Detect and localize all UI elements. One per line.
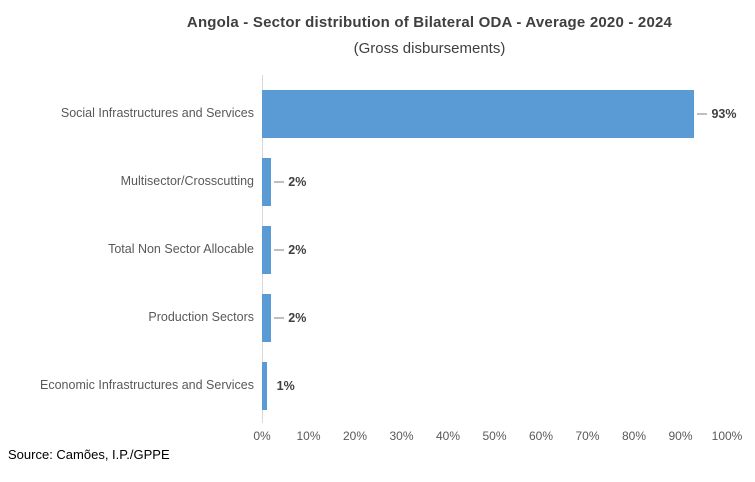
bar-track: 93% bbox=[262, 90, 736, 138]
value-label: 1% bbox=[276, 379, 295, 393]
value-label: 2% bbox=[288, 243, 307, 257]
chart-title: Angola - Sector distribution of Bilatera… bbox=[186, 14, 673, 31]
x-tick-label: 90% bbox=[668, 429, 693, 443]
category-label: Multisector/Crosscutting bbox=[120, 174, 254, 189]
bar-row: Multisector/Crosscutting 2% bbox=[0, 148, 755, 216]
bar bbox=[262, 158, 272, 206]
bar bbox=[262, 362, 267, 410]
bar-row: Social Infrastructures and Services 93% bbox=[0, 80, 755, 148]
leader-line bbox=[274, 317, 285, 319]
x-tick-label: 100% bbox=[711, 429, 743, 443]
x-tick-label: 70% bbox=[575, 429, 600, 443]
bar-track: 2% bbox=[262, 226, 727, 274]
value-label: 2% bbox=[288, 175, 307, 189]
bar-track: 2% bbox=[262, 158, 727, 206]
bar-row: Economic Infrastructures and Services 1% bbox=[0, 352, 755, 420]
x-tick-label: 0% bbox=[253, 429, 271, 443]
bar bbox=[262, 90, 695, 138]
x-tick-label: 60% bbox=[528, 429, 554, 443]
x-tick-label: 40% bbox=[435, 429, 461, 443]
bar bbox=[262, 294, 272, 342]
category-label: Production Sectors bbox=[148, 310, 254, 325]
x-tick-label: 20% bbox=[342, 429, 368, 443]
leader-line bbox=[274, 181, 285, 183]
bar-row: Total Non Sector Allocable 2% bbox=[0, 216, 755, 284]
source-note: Source: Camões, I.P./GPPE bbox=[8, 447, 170, 462]
bar-rows: Social Infrastructures and Services 93% Mu… bbox=[0, 80, 755, 420]
x-axis: 0% 10% 20% 30% 40% 50% 60% 70% 80% 90% 100% bbox=[253, 429, 742, 445]
value-label: 2% bbox=[288, 311, 307, 325]
bar bbox=[262, 226, 272, 274]
bar-track: 1% bbox=[262, 362, 727, 410]
category-label: Total Non Sector Allocable bbox=[108, 242, 254, 257]
bar-track: 2% bbox=[262, 294, 727, 342]
category-label: Economic Infrastructures and Services bbox=[40, 378, 254, 393]
chart-subtitle: (Gross disbursements) bbox=[353, 40, 506, 57]
bar-row: Production Sectors 2% bbox=[0, 284, 755, 352]
leader-line bbox=[697, 113, 708, 115]
x-tick-label: 10% bbox=[296, 429, 321, 443]
x-tick-label: 50% bbox=[482, 429, 507, 443]
leader-line bbox=[274, 249, 285, 251]
x-tick-label: 80% bbox=[621, 429, 647, 443]
category-label: Social Infrastructures and Services bbox=[60, 106, 254, 121]
x-tick-label: 30% bbox=[389, 429, 414, 443]
value-label: 93% bbox=[711, 107, 737, 121]
